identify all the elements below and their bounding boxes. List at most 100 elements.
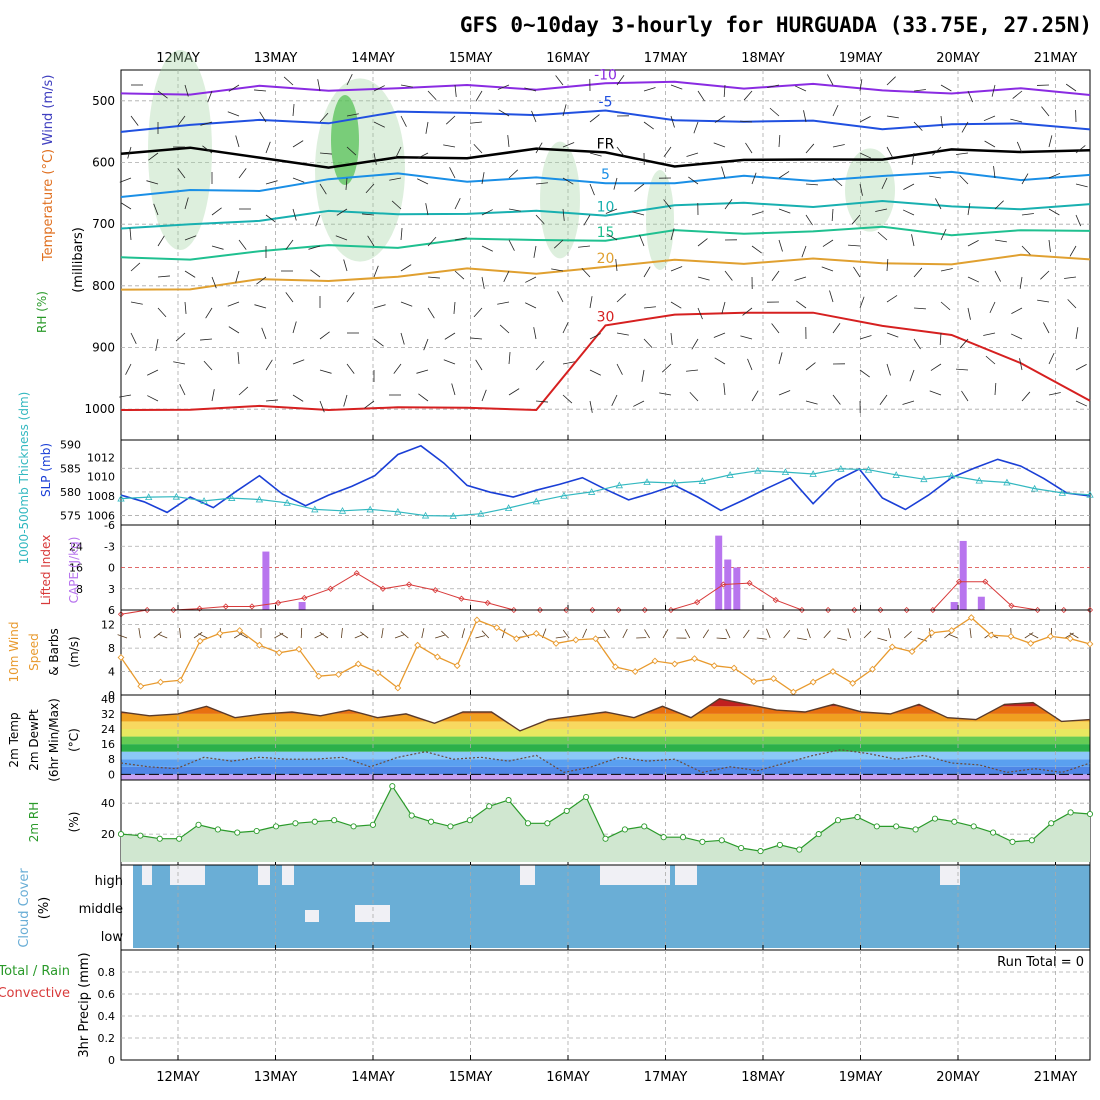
date-tick-bottom: 19MAY: [839, 1070, 883, 1085]
wind-barb: [365, 183, 375, 194]
wind-barb: [1048, 239, 1051, 252]
wind-barb: [400, 84, 413, 88]
wind-barb: [967, 276, 980, 283]
contour-label: 30: [597, 309, 615, 325]
wind-barb: [481, 276, 485, 289]
surface-wind-barb: [622, 628, 628, 639]
wind-barb: [778, 239, 783, 252]
date-tick-bottom: 13MAY: [254, 1070, 298, 1085]
cloud-row-label: middle: [79, 902, 123, 917]
wind-barb: [454, 198, 461, 210]
wind-barb: [346, 146, 357, 156]
li-marker: [929, 606, 936, 614]
wind-barb: [503, 270, 510, 282]
y-axis-label: Total / Rain: [0, 964, 70, 979]
wind-speed-marker: [888, 643, 896, 651]
wind-speed-marker: [433, 653, 441, 661]
wind-barb: [1037, 299, 1050, 303]
thickness-marker: [1058, 489, 1066, 496]
wind-barb: [454, 84, 457, 97]
temp-band: [121, 751, 1090, 760]
wind-barb: [751, 172, 757, 185]
wind-barb: [1048, 352, 1055, 365]
wind-barb: [632, 211, 645, 216]
wind-barb: [228, 326, 240, 334]
li-marker: [510, 606, 517, 614]
cloud-row-label: high: [95, 874, 123, 889]
rh-marker: [815, 831, 822, 838]
wind-speed-marker: [414, 641, 422, 649]
surface-wind-barb: [877, 637, 888, 642]
rh-marker: [176, 835, 183, 842]
wind-barb: [606, 233, 618, 241]
wind-barb: [713, 142, 726, 148]
wind-barb: [177, 115, 186, 126]
wind-barb: [175, 332, 186, 342]
precip-tick: 0.8: [98, 966, 116, 979]
y-axis-label: (%): [37, 897, 52, 920]
rh-area: [121, 786, 1090, 862]
thickness-marker: [560, 491, 568, 499]
surface-wind-barb: [522, 630, 530, 639]
wind-speed-marker: [651, 657, 659, 665]
wind-barb: [743, 90, 753, 101]
wind-barb: [418, 393, 429, 402]
wind-speed-marker: [1007, 632, 1015, 640]
rh-area-shade: [121, 786, 1090, 862]
wind-barb: [1075, 364, 1087, 371]
wind-barb: [616, 363, 623, 375]
wind-barb: [723, 84, 726, 97]
wind-barb: [829, 290, 834, 303]
thickness-marker: [1003, 478, 1011, 486]
wind-barb: [747, 358, 753, 371]
wind-barb: [335, 235, 348, 241]
wind-barb: [1021, 213, 1034, 216]
contour-label: 15: [597, 225, 615, 241]
rh-shade: [148, 50, 212, 250]
temp-tick: 32: [101, 708, 115, 721]
wind-barb: [909, 369, 915, 382]
wind-barb: [508, 169, 519, 179]
li-marker: [982, 578, 989, 585]
wind-barb: [740, 120, 753, 123]
wind-barb: [778, 208, 791, 214]
surface-wind-barb: [888, 628, 892, 639]
li-marker: [327, 585, 334, 592]
li-tick: -3: [104, 540, 115, 553]
wind-barb: [259, 111, 267, 123]
thickness-marker: [477, 509, 485, 517]
wind-barb: [292, 104, 295, 117]
wind-barb: [939, 332, 942, 345]
wind-barb: [400, 228, 403, 241]
surface-wind-barb: [381, 628, 384, 639]
wind-barb: [179, 384, 186, 396]
wind-barb: [929, 390, 942, 396]
wind-speed-marker: [216, 630, 224, 637]
wind-speed-marker: [730, 664, 738, 672]
rh-marker: [796, 846, 803, 853]
wind-barb: [261, 327, 267, 340]
surface-wind-barb: [948, 633, 958, 639]
wind-barb: [670, 115, 675, 128]
cape-bar: [959, 540, 967, 610]
wind-barb: [184, 235, 197, 241]
surface-wind-barb: [193, 631, 203, 639]
wind-barb: [902, 400, 915, 405]
wind-barb: [147, 395, 159, 402]
cloud-gap: [305, 910, 319, 922]
temperature-contour: [120, 199, 1091, 230]
li-marker: [1008, 602, 1015, 609]
chart-title: GFS 0~10day 3-hourly for HURGUADA (33.75…: [460, 13, 1092, 37]
li-marker: [1060, 606, 1067, 614]
wind-barb: [449, 167, 456, 179]
wind-barb: [879, 394, 888, 405]
wind-barb: [362, 213, 375, 216]
li-marker: [877, 606, 884, 614]
rh-marker: [990, 829, 997, 836]
pressure-tick-label: 900: [92, 341, 115, 355]
wind-barb: [821, 266, 834, 272]
wind-barb: [740, 335, 753, 340]
temperature-contour: [120, 80, 1091, 96]
wind-barb: [805, 183, 818, 186]
cloud-gap: [520, 865, 535, 885]
